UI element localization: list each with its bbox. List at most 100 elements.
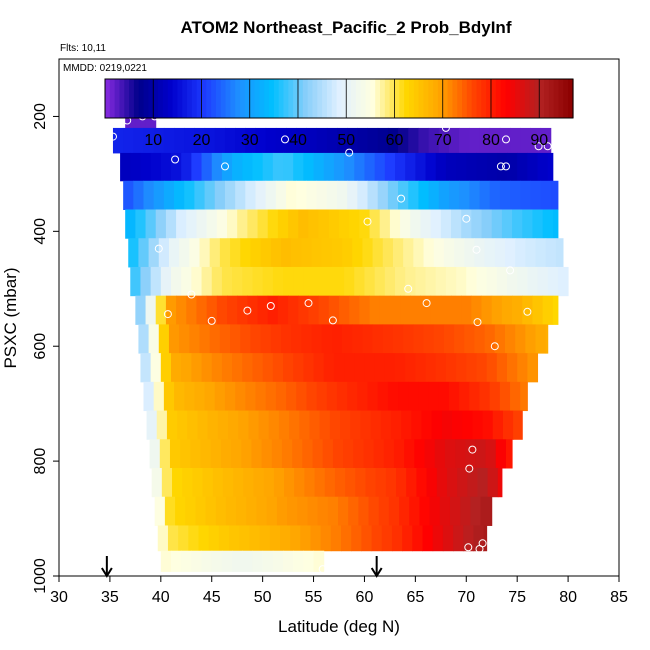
heatmap-cell [207,410,219,440]
heatmap-cell [510,127,521,154]
observation-marker [464,543,473,552]
heatmap-cell [283,266,294,297]
heatmap-cell [221,152,233,182]
heatmap-cell [209,324,221,354]
heatmap-cell [471,295,483,325]
heatmap-cell [337,496,349,526]
heatmap-cell [291,238,302,268]
heatmap-cell [384,353,396,383]
colorbar-swatch [211,79,217,118]
heatmap-cell [499,381,511,412]
heatmap-cell [520,180,531,210]
heatmap-cell [293,152,304,182]
colorbar-tick-label: 30 [241,132,259,149]
heatmap-cell [229,525,240,552]
heatmap-cell [420,209,432,239]
heatmap-cell [342,324,353,354]
heatmap-cell [221,266,233,297]
heatmap-cell [326,180,338,210]
heatmap-cell [262,266,274,297]
heatmap-cell [440,209,452,239]
heatmap-cell [265,180,277,210]
heatmap-cell [235,127,246,154]
heatmap-cell [364,353,376,383]
heatmap-cell [456,266,467,297]
heatmap-cell [414,439,426,469]
heatmap-cell [459,180,470,210]
observation-marker [502,162,510,171]
heatmap-cell [201,266,213,297]
heatmap-cell [402,525,413,552]
heatmap-cell [336,381,348,412]
heatmap-cell [293,266,304,297]
colorbar: 10 20 30 40 50 60 70 80 90 [104,78,574,149]
heatmap-cell [522,295,533,325]
heatmap-cell [532,209,544,239]
colorbar-swatch [307,79,314,118]
heatmap-cell [410,209,421,239]
observation-marker [328,316,337,325]
heatmap-cell [344,152,355,182]
heatmap-cell [522,209,533,239]
observation-marker [109,132,117,141]
heatmap-cell [271,439,283,469]
heatmap-cell [172,468,183,498]
heatmap-cell [472,410,484,440]
heatmap-cell [153,127,165,154]
heatmap-cell [286,127,297,154]
heatmap-cell [389,209,401,239]
heatmap-cell [163,127,175,154]
heatmap-cell [176,209,187,239]
colorbar-swatch [462,79,468,118]
heatmap-cell [448,127,460,154]
heatmap-cell [171,353,182,383]
heatmap-cell [201,353,213,383]
heatmap-cell [322,439,334,469]
heatmap-cell [291,324,302,354]
heatmap-cell [461,209,472,239]
colorbar-swatch [129,79,135,118]
heatmap-cell [287,496,298,526]
heatmap-cell [387,127,399,154]
colorbar-swatch [539,79,545,118]
colorbar-swatch [519,79,526,118]
heatmap-cell [379,295,391,325]
heatmap-cell [217,410,229,440]
heatmap-cell [228,410,239,440]
heatmap-cell [174,381,185,412]
heatmap-cell [530,127,542,154]
heatmap-cell [280,324,292,354]
heatmap-cell [520,127,531,154]
heatmap-cell [439,496,451,526]
heatmap-cell [130,266,141,297]
heatmap-cell [438,180,450,210]
date-annotation: MMDD: 0219,0221 [63,63,147,74]
heatmap-cell [496,353,508,383]
observation-marker [462,214,471,223]
heatmap-cell [156,410,168,440]
heatmap-cell [321,324,333,354]
heatmap-cell [456,353,467,383]
heatmap-cell [268,410,280,440]
heatmap-cell [112,127,124,154]
heatmap-cell [194,127,206,154]
heatmap-cell [262,550,274,572]
heatmap-cell [438,381,450,412]
heatmap-cell [237,295,248,325]
heatmap-cell [242,266,253,297]
colorbar-swatch [278,79,285,118]
heatmap-cell [422,525,434,552]
heatmap-cell [552,209,559,239]
observation-marker [475,545,484,553]
heatmap-cell [133,127,145,154]
observation-marker [221,162,229,171]
heatmap-cell [153,180,165,210]
x-tick-label: 85 [610,589,628,606]
heatmap-cell [340,410,351,440]
heatmap-cell [267,209,279,239]
heatmap-cell [292,439,303,469]
heatmap-cell [133,180,145,210]
colorbar-swatch [317,79,323,118]
heatmap-cell [319,410,331,440]
heatmap-cell [496,266,508,297]
